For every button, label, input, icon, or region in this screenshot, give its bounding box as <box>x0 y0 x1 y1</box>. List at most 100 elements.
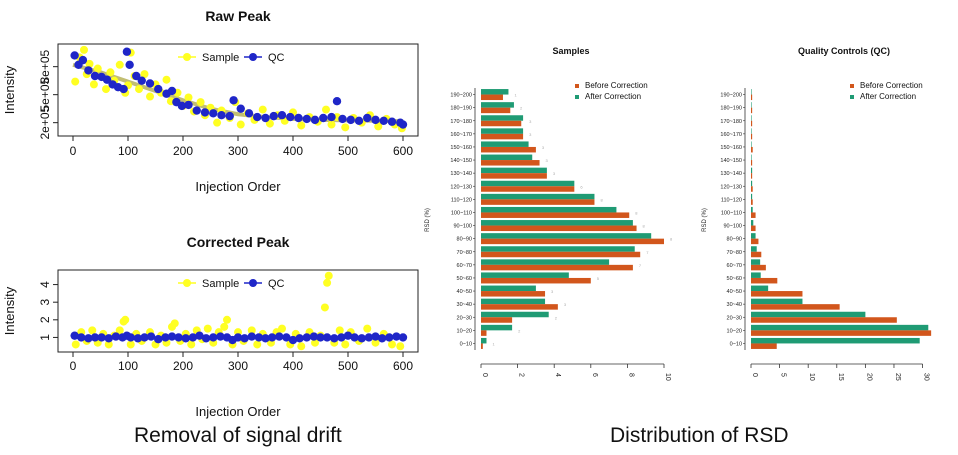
sample-point <box>115 326 124 335</box>
bar-before-correction <box>751 120 753 127</box>
qc-point <box>77 333 86 342</box>
bar-before-correction <box>481 225 637 232</box>
qc-point <box>209 109 218 118</box>
category-label: 10~20 <box>457 328 472 334</box>
category-label: 60~70 <box>727 263 742 269</box>
scatter-chart-1: Raw Peak Injection Order Intensity 0 100 200 3… <box>2 8 419 194</box>
bar-before-correction <box>481 133 524 140</box>
legend-sample-label: Sample <box>202 52 239 64</box>
qc-point <box>387 117 397 126</box>
bar-annotation: 6 <box>580 184 583 189</box>
bar-after-correction <box>751 128 752 134</box>
bar-after-correction <box>751 180 753 187</box>
bar-before-correction <box>751 238 759 245</box>
category-label: 70~80 <box>457 250 472 256</box>
x-tick-label: 0 <box>751 373 758 377</box>
category-label: 0~10 <box>460 341 472 347</box>
qc-point <box>385 333 394 342</box>
bar-after-correction <box>751 324 929 331</box>
x-tick-label: 100 <box>118 359 138 373</box>
bar-before-correction <box>481 173 547 179</box>
legend-sample-marker <box>183 53 191 61</box>
qc-point <box>84 66 93 75</box>
qc-point <box>247 332 256 341</box>
category-label: 190~200 <box>720 93 742 99</box>
x-axis-label: Injection Order <box>195 179 281 194</box>
category-label: 40~50 <box>727 289 742 295</box>
category-label: 80~90 <box>727 237 742 243</box>
x-tick-label: 25 <box>894 373 901 381</box>
category-label: 130~140 <box>450 171 472 177</box>
bar-before-correction <box>481 277 591 284</box>
qc-point <box>90 71 100 81</box>
bar-annotation: 3 <box>553 171 556 176</box>
category-label: 110~120 <box>721 197 742 203</box>
category-label: 100~110 <box>451 210 472 216</box>
bar-before-correction <box>481 330 487 336</box>
bar-before-correction <box>751 251 762 258</box>
qc-point <box>371 332 380 341</box>
bar-before-correction <box>751 317 897 323</box>
legend-before-swatch <box>850 84 854 88</box>
sample-point <box>85 59 94 68</box>
sample-point <box>71 77 80 86</box>
x-tick-label: 300 <box>228 359 248 373</box>
bar-before-correction <box>481 107 511 114</box>
category-label: 100~110 <box>721 210 742 216</box>
caption-left: Removal of signal drift <box>134 424 342 447</box>
sample-point <box>203 324 212 333</box>
sample-point <box>265 119 274 128</box>
qc-point <box>277 111 287 120</box>
bar-annotation: 3 <box>529 119 532 124</box>
category-label: 160~170 <box>450 132 472 138</box>
bar-before-correction <box>481 304 558 310</box>
qc-point <box>294 113 303 123</box>
bar-after-correction <box>751 285 769 292</box>
y-tick-label: 3 <box>38 299 52 306</box>
x-tick-label: 500 <box>338 359 358 373</box>
category-label: 70~80 <box>727 250 742 256</box>
category-label: 30~40 <box>727 302 742 308</box>
x-tick-label: 4 <box>554 373 561 377</box>
bar-before-correction <box>751 107 753 114</box>
sample-point <box>146 92 154 101</box>
qc-point <box>209 333 218 342</box>
y-axis-label: RSD (%) <box>702 208 708 232</box>
x-tick-label: 5 <box>780 373 787 377</box>
category-label: 190~200 <box>450 93 472 99</box>
bar-after-correction <box>751 233 756 239</box>
sample-point <box>126 340 135 349</box>
bar-annotation: 8 <box>670 237 673 242</box>
legend-qc-label: QC <box>268 52 285 64</box>
category-label: 10~20 <box>727 328 742 334</box>
category-label: 150~160 <box>720 145 742 151</box>
sample-point <box>220 322 229 331</box>
legend-sample-label: Sample <box>202 278 239 290</box>
bar-before-correction <box>481 343 483 349</box>
bar-before-correction <box>481 212 630 218</box>
caption-right: Distribution of RSD <box>610 424 789 447</box>
y-tick-label: 5e+05 <box>38 77 52 111</box>
bar-after-correction <box>481 285 536 292</box>
legend-before-swatch <box>575 84 579 88</box>
y-tick-label: 4 <box>38 281 52 288</box>
bar-after-correction <box>751 220 754 226</box>
bar-before-correction <box>481 186 575 192</box>
sample-point <box>278 324 286 333</box>
bar-annotation: 3 <box>542 145 545 150</box>
category-label: 90~100 <box>723 224 742 230</box>
qc-point <box>309 332 319 341</box>
legend-qc-label: QC <box>268 278 285 290</box>
sample-point <box>311 338 319 347</box>
x-tick-label: 0 <box>481 373 488 377</box>
sample-point <box>388 340 396 349</box>
sample-point <box>335 326 344 335</box>
sample-point <box>93 64 102 73</box>
qc-point <box>379 116 388 126</box>
qc-point <box>330 334 339 343</box>
qc-point <box>177 101 187 111</box>
bar-before-correction <box>751 199 753 205</box>
qc-point <box>146 332 156 341</box>
sample-point <box>374 122 383 131</box>
